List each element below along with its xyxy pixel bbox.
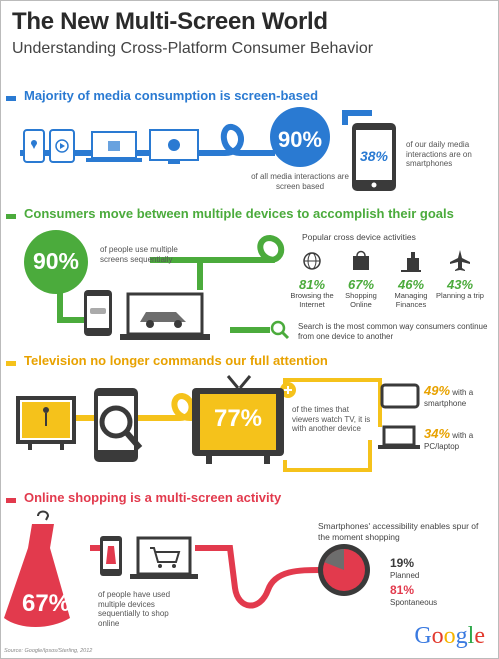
section2-big-circle <box>24 230 88 294</box>
spontaneous-share: 81% Spontaneous <box>390 583 438 607</box>
section2-bar <box>6 214 16 219</box>
source-note: Source: Google/Ipsos/Sterling, 2012 <box>4 648 93 654</box>
section4-graphic <box>4 510 370 627</box>
section3-tv-caption: of the times that viewers watch TV, it i… <box>292 405 371 434</box>
spur-note: Smartphones' accessibility enables spur … <box>318 521 479 542</box>
section2-big-caption: of people use multiple screens sequentia… <box>100 245 178 264</box>
search-icon <box>270 320 290 340</box>
phone-dress-icon <box>100 536 122 576</box>
laptop-icon <box>86 131 142 162</box>
activity-browsing: 81% Browsing the Internet <box>290 277 334 309</box>
section3-bar <box>6 361 16 366</box>
section4-heading: Online shopping is a multi-screen activi… <box>24 490 282 505</box>
tablet-play-icon <box>49 129 75 163</box>
section3-ribbon <box>20 392 200 421</box>
section1-graphic <box>20 107 396 191</box>
section4-caption: of people have used multiple devices seq… <box>98 590 171 628</box>
page-title: The New Multi-Screen World <box>12 8 328 35</box>
dress-icon <box>4 510 70 627</box>
section1-bar <box>6 96 16 101</box>
section1-big-caption: of all media interactions are screen bas… <box>251 172 349 191</box>
phone-magnifier-icon <box>94 388 143 462</box>
section1-big-circle <box>270 107 330 167</box>
section2-heading: Consumers move between multiple devices … <box>24 206 454 221</box>
section2-ribbon <box>150 234 285 263</box>
planned-share: 19% Planned <box>390 556 420 580</box>
globe-icon <box>303 252 321 270</box>
section4-ribbon <box>195 545 321 609</box>
laptop-small-icon <box>378 425 420 449</box>
activities-title: Popular cross device activities <box>302 232 416 242</box>
section2-graphic <box>24 230 470 340</box>
bank-icon <box>401 252 421 272</box>
tv-golf-icon <box>16 396 76 450</box>
shopping-pie <box>318 544 370 596</box>
page-subtitle: Understanding Cross-Platform Consumer Be… <box>12 40 374 57</box>
laptop-cart-icon <box>130 536 198 579</box>
tv-icon <box>149 129 199 164</box>
phone-car-icon <box>84 290 112 336</box>
laptop-car-icon <box>120 292 210 340</box>
activity-finances: 46% Managing Finances <box>394 277 428 309</box>
search-note: Search is the most common way consumers … <box>298 322 488 341</box>
activity-trip: 43% Planning a trip <box>436 277 484 300</box>
section4-bar <box>6 498 16 503</box>
big-tv-icon <box>192 375 284 464</box>
activity-shopping: 67% Shopping Online <box>345 277 377 309</box>
tablet-map-icon <box>23 129 45 163</box>
section1-heading: Majority of media consumption is screen-… <box>24 88 319 103</box>
section3-heading: Television no longer commands our full a… <box>24 353 328 368</box>
shopping-bag-icon <box>353 250 369 270</box>
section2-big-stat: 90% <box>32 248 80 274</box>
section4-dress-stat: 67% <box>21 590 71 617</box>
smartphone-icon <box>352 123 396 191</box>
section3-tv-stat: 77% <box>213 405 263 432</box>
section1-big-stat: 90% <box>277 127 323 152</box>
pc-share: 34% with a PC/laptop <box>424 426 474 451</box>
section1-phone-stat: 38% <box>359 148 389 164</box>
airplane-icon <box>450 250 470 271</box>
horizontal-phone-icon <box>380 383 420 409</box>
google-logo: Google <box>414 623 485 649</box>
section1-phone-caption: of our daily media interactions are on s… <box>406 140 472 169</box>
smartphone-share: 49% with a smartphone <box>424 383 474 408</box>
section1-ribbon <box>20 124 275 156</box>
section3-graphic <box>16 375 420 472</box>
